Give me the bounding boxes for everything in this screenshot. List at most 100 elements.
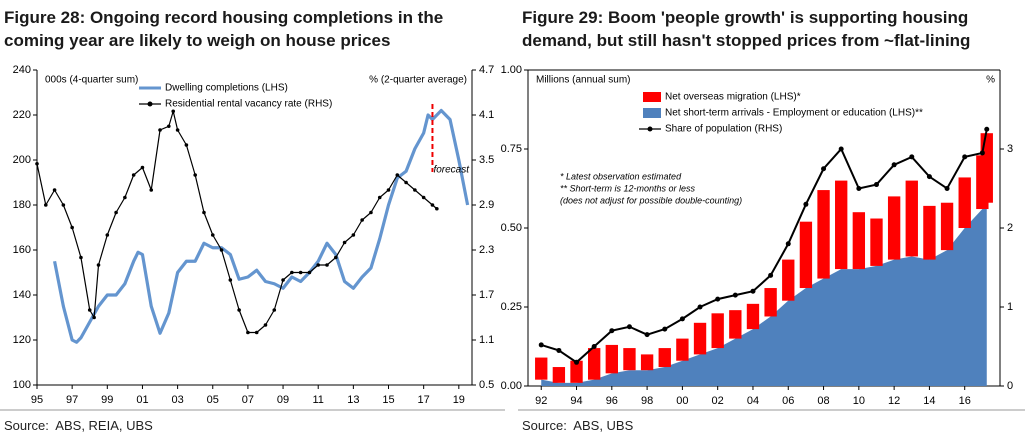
y2-tick-label: 1.1 [479, 334, 494, 346]
y-tick-label: 1.00 [501, 64, 522, 76]
series-marker [43, 203, 48, 207]
series-marker [732, 292, 738, 298]
bar [940, 202, 954, 251]
series-marker [254, 330, 259, 335]
y2-tick-label: 4.7 [479, 64, 494, 76]
series-marker [96, 263, 101, 267]
note: * Latest observation estimated [560, 171, 682, 181]
series-marker [175, 128, 180, 132]
series-marker [421, 195, 426, 200]
series-marker [219, 248, 224, 252]
y-tick-label: 120 [13, 334, 31, 346]
series-marker [556, 347, 562, 353]
series-marker [609, 328, 615, 334]
bar [746, 303, 760, 330]
x-tick-label: 95 [31, 394, 43, 406]
legend-label: Residential rental vacancy rate (RHS) [165, 99, 332, 110]
series-marker [92, 315, 96, 320]
bar [605, 344, 618, 374]
series-marker [351, 233, 356, 237]
y2-tick-label: 0.5 [479, 379, 494, 391]
bar [870, 218, 883, 266]
series-marker [856, 186, 862, 191]
series-marker [768, 272, 774, 278]
y2-axis-label: % [986, 75, 995, 86]
y-tick-label: 200 [13, 154, 31, 166]
y-tick-label: 0.50 [501, 222, 522, 234]
series-line [36, 110, 438, 334]
legend-swatch [643, 108, 661, 118]
bar [835, 180, 848, 270]
y-tick-label: 0.25 [501, 301, 522, 313]
x-tick-label: 06 [782, 395, 794, 407]
series-marker [237, 308, 241, 312]
x-tick-label: 03 [171, 394, 183, 406]
series-marker [193, 173, 197, 177]
legend-label: Net short-term arrivals - Employment or … [665, 108, 923, 119]
x-tick-label: 13 [347, 394, 359, 406]
x-tick-label: 92 [535, 395, 547, 407]
x-tick-label: 19 [453, 394, 465, 406]
series-marker [962, 154, 968, 160]
note: ** Short-term is 12-months or less [560, 183, 696, 193]
series-marker [123, 195, 127, 200]
x-tick-label: 17 [418, 394, 430, 406]
y-tick-label: 0.00 [501, 380, 522, 392]
bar [676, 338, 689, 361]
series-marker [750, 288, 756, 294]
series-marker [662, 326, 668, 332]
bar [658, 348, 671, 368]
x-tick-label: 07 [242, 394, 254, 406]
source: Source: ABS, UBS [522, 418, 634, 433]
series-marker [404, 180, 408, 185]
series-marker [909, 154, 915, 160]
bar [693, 322, 707, 355]
bar [980, 133, 993, 203]
bar [729, 310, 742, 339]
y-tick-label: 100 [13, 379, 31, 391]
series-marker [821, 166, 827, 172]
series-marker [79, 255, 83, 260]
series-marker [395, 173, 400, 177]
x-tick-label: 94 [570, 395, 582, 407]
series-marker [87, 308, 92, 312]
x-tick-label: 10 [853, 395, 865, 407]
series-marker [342, 240, 347, 245]
series-marker [246, 330, 250, 335]
y-tick-label: 160 [13, 244, 31, 256]
series-marker [715, 296, 721, 302]
series-marker [184, 143, 189, 147]
series-marker [984, 126, 990, 132]
x-tick-label: 08 [817, 395, 829, 407]
series-marker [52, 188, 57, 192]
y2-tick-label: 3 [1007, 143, 1013, 155]
series-marker [307, 270, 312, 275]
bar [817, 190, 830, 279]
series-marker [70, 225, 74, 230]
series-marker [228, 278, 233, 282]
series-marker [290, 270, 294, 275]
series-marker [785, 241, 791, 247]
bar [799, 221, 813, 289]
chart-title: Figure 28: Ongoing record housing comple… [4, 8, 444, 50]
series-marker [140, 165, 145, 170]
series-marker [114, 210, 118, 215]
series-marker [430, 203, 435, 207]
legend-label: Net overseas migration (LHS)* [665, 92, 801, 103]
y2-axis-label: % (2-quarter average) [369, 75, 467, 86]
x-tick-label: 99 [101, 394, 113, 406]
series-marker [316, 263, 321, 267]
series-marker [167, 124, 171, 129]
legend-label: Dwelling completions (LHS) [165, 83, 288, 94]
series-line [53, 108, 470, 344]
series-marker [298, 270, 303, 275]
y2-tick-label: 2 [1007, 222, 1013, 234]
bar [623, 348, 636, 371]
series-marker [926, 174, 932, 180]
series-marker [272, 308, 277, 312]
chart-title: Figure 29: Boom 'people growth' is suppo… [522, 8, 971, 50]
series-marker [697, 304, 703, 310]
x-tick-label: 01 [136, 394, 148, 406]
x-tick-label: 96 [606, 395, 618, 407]
series-marker [281, 278, 285, 282]
